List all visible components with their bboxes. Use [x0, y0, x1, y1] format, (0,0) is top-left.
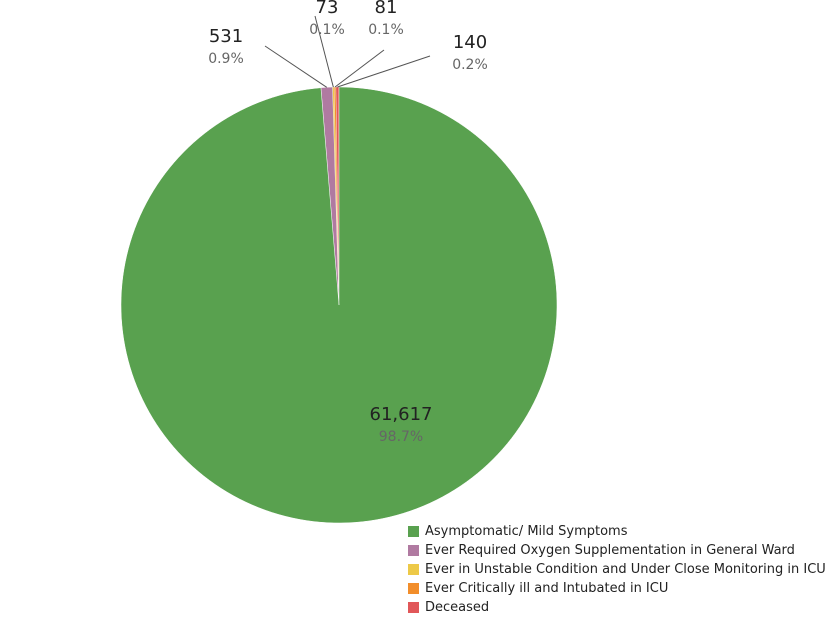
- value-label-unstable-icu: 73: [316, 0, 339, 18]
- leader-line-intubated-icu: [334, 49, 385, 88]
- legend-label: Ever in Unstable Condition and Under Clo…: [425, 562, 826, 577]
- percent-label-unstable-icu: 0.1%: [309, 22, 345, 38]
- percent-label-deceased: 0.2%: [452, 57, 488, 73]
- legend-item-asymptomatic: Asymptomatic/ Mild Symptoms: [408, 522, 826, 541]
- legend-label: Ever Required Oxygen Supplementation in …: [425, 543, 795, 558]
- leader-line-deceased: [337, 55, 431, 88]
- legend-swatch: [408, 564, 419, 575]
- percent-label-intubated-icu: 0.1%: [368, 22, 404, 38]
- legend-swatch: [408, 602, 419, 613]
- percent-label-asymptomatic: 98.7%: [379, 429, 423, 445]
- legend-swatch: [408, 583, 419, 594]
- value-label-intubated-icu: 81: [375, 0, 398, 18]
- legend-item-deceased: Deceased: [408, 598, 826, 617]
- value-label-deceased: 140: [453, 32, 487, 53]
- legend-label: Asymptomatic/ Mild Symptoms: [425, 524, 628, 539]
- legend-label: Deceased: [425, 600, 490, 615]
- legend-label: Ever Critically ill and Intubated in ICU: [425, 581, 669, 596]
- slice-asymptomatic: [120, 86, 558, 524]
- value-label-asymptomatic: 61,617: [370, 404, 433, 425]
- leader-line-unstable-icu: [314, 15, 334, 88]
- leader-line-oxygen: [264, 45, 328, 88]
- legend-item-oxygen: Ever Required Oxygen Supplementation in …: [408, 541, 826, 560]
- value-label-oxygen: 531: [209, 26, 243, 47]
- legend-item-intubated-icu: Ever Critically ill and Intubated in ICU: [408, 579, 826, 598]
- legend-swatch: [408, 545, 419, 556]
- legend-swatch: [408, 526, 419, 537]
- legend-item-unstable-icu: Ever in Unstable Condition and Under Clo…: [408, 560, 826, 579]
- percent-label-oxygen: 0.9%: [208, 51, 244, 67]
- legend: Asymptomatic/ Mild Symptoms Ever Require…: [408, 522, 826, 617]
